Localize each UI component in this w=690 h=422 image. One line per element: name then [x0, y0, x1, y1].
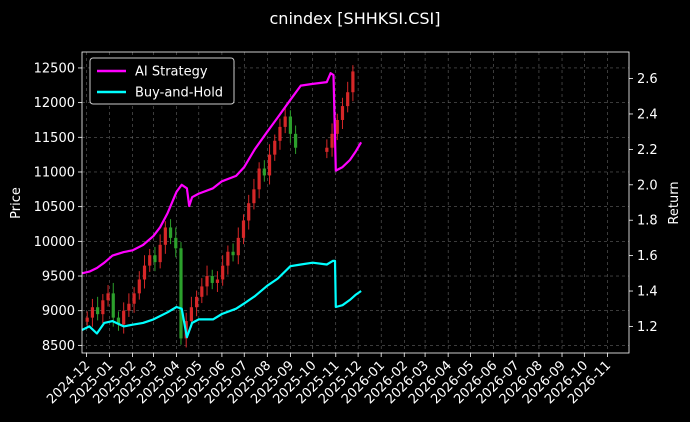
- candle-body: [148, 255, 152, 266]
- candle-body: [330, 133, 334, 148]
- candle-body: [231, 251, 235, 256]
- candle-body: [293, 133, 298, 148]
- candle-body: [179, 248, 183, 339]
- series-line-buy-and-hold: [81, 259, 362, 339]
- y-tick-label: 12000: [34, 96, 75, 111]
- candle-body: [200, 286, 204, 297]
- series-line-ai-strategy: [81, 72, 363, 275]
- y-tick-label: 9500: [42, 270, 75, 285]
- candle-body: [252, 189, 256, 204]
- candle-body: [142, 265, 147, 280]
- y2-tick-label: 2.2: [637, 143, 658, 158]
- y2-tick-label: 1.2: [637, 320, 658, 335]
- y-tick-label: 11000: [34, 165, 75, 180]
- candle-body: [267, 154, 272, 176]
- y-axis-left: 8500 9000 9500 10000 10500 11000 11500 12000 125…: [34, 61, 82, 354]
- candle-body: [132, 293, 136, 304]
- candle-body: [325, 147, 329, 152]
- candle-body: [189, 307, 193, 322]
- y2-tick-label: 1.6: [637, 249, 658, 264]
- legend-label-buy-and-hold: Buy-and-Hold: [135, 86, 223, 101]
- y-tick-label: 10500: [34, 200, 75, 215]
- y2-tick-label: 2.6: [637, 72, 658, 87]
- candle-body: [122, 310, 126, 325]
- candle-body: [221, 265, 225, 280]
- candle-body: [288, 116, 292, 134]
- candle-body: [241, 220, 246, 238]
- y-axis-right: 1.2 1.4 1.6 1.8 2.0 2.2 2.4 2.6: [629, 72, 658, 335]
- candle-body: [85, 317, 89, 322]
- candle-body: [111, 293, 115, 318]
- candle-body: [174, 237, 178, 249]
- price-candles: [85, 65, 355, 348]
- candle-body: [262, 168, 266, 176]
- candle-body: [205, 276, 209, 287]
- y-tick-label: 8500: [42, 339, 75, 354]
- y-tick-label: 12500: [34, 61, 75, 76]
- candle-body: [283, 116, 287, 127]
- candle-body: [335, 119, 339, 134]
- y-tick-label: 9000: [42, 304, 75, 319]
- candle-body: [215, 279, 220, 283]
- candle-body: [351, 71, 355, 93]
- candle-body: [116, 317, 121, 325]
- candle-body: [278, 126, 282, 141]
- y-axis-label: Price: [9, 187, 24, 219]
- candle-body: [163, 227, 167, 245]
- chart-title: cnindex [SHHKSI.CSI]: [270, 9, 441, 28]
- y2-tick-label: 1.4: [637, 285, 658, 300]
- candle-body: [101, 300, 105, 315]
- y-tick-label: 10000: [34, 235, 75, 250]
- candle-body: [90, 307, 95, 318]
- candle-body: [273, 140, 277, 155]
- candle-body: [195, 296, 199, 308]
- y2-tick-label: 2.4: [637, 107, 658, 122]
- candle-body: [226, 251, 230, 266]
- candle-body: [106, 293, 110, 301]
- candle-body: [168, 227, 173, 238]
- legend: AI Strategy Buy-and-Hold: [89, 57, 235, 105]
- candle-body: [137, 279, 141, 294]
- candle-body: [247, 203, 251, 221]
- y2-tick-label: 2.0: [637, 178, 658, 193]
- candle-body: [96, 307, 100, 315]
- legend-label-ai-strategy: AI Strategy: [135, 65, 208, 80]
- candle-body: [346, 92, 350, 107]
- plot-frame: [81, 51, 630, 354]
- return-lines: [81, 72, 363, 339]
- candle-body: [257, 168, 261, 190]
- candle-body: [340, 106, 345, 120]
- y2-axis-label: Return: [667, 181, 682, 224]
- y-tick-label: 11500: [34, 131, 75, 146]
- candle-body: [236, 237, 240, 256]
- y2-tick-label: 1.8: [637, 214, 658, 229]
- candle-body: [153, 255, 157, 263]
- candle-body: [210, 276, 214, 283]
- candle-body: [127, 303, 131, 311]
- candle-body: [158, 244, 162, 263]
